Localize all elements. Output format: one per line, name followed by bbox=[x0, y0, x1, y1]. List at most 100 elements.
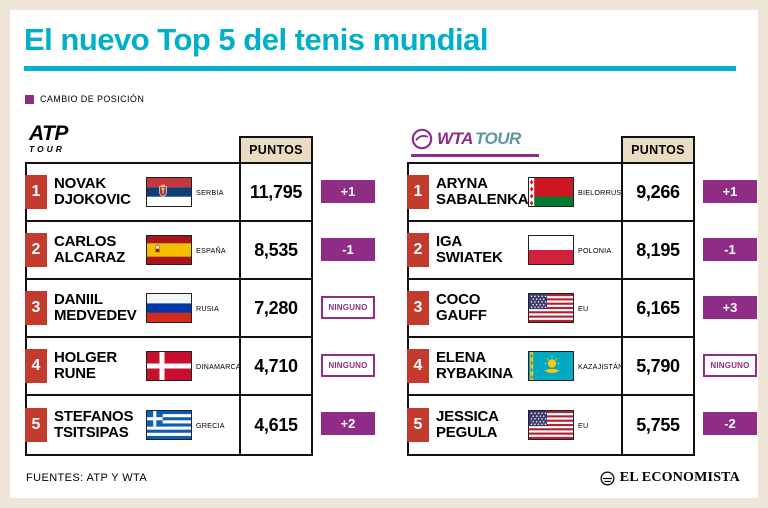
wta-logo-sub: TOUR bbox=[474, 129, 521, 148]
wta-table: WTA TOUR PUNTOS 1 ARYNA SABALENKA bbox=[407, 122, 757, 456]
country-label: DINAMARCA bbox=[196, 361, 239, 371]
wta-table-body: 1 ARYNA SABALENKA BIELORRUSIA 9,266 bbox=[407, 162, 757, 456]
player-last-name: PEGULA bbox=[436, 424, 498, 441]
player-last-name: SWIATEK bbox=[436, 249, 503, 266]
player-name: IGA SWIATEK bbox=[436, 232, 526, 266]
player-first-name: DANIIL bbox=[54, 290, 103, 308]
legend-label: CAMBIO DE POSICIÓN bbox=[40, 94, 145, 104]
table-row: 3 DANIIL MEDVEDEV RUSIA 7,280 bbox=[25, 280, 311, 338]
player-last-name: TSITSIPAS bbox=[54, 424, 129, 441]
player-first-name: IGA bbox=[436, 232, 463, 250]
position-change-badge: -1 bbox=[321, 237, 375, 261]
wta-table-box: 1 ARYNA SABALENKA BIELORRUSIA 9,266 bbox=[407, 162, 695, 456]
table-row: 4 HOLGER RUNE DINAMARCA 4,710 bbox=[25, 338, 311, 396]
points-value: 4,615 bbox=[239, 396, 311, 454]
rank-badge: 2 bbox=[25, 233, 47, 267]
rank-badge: 5 bbox=[407, 408, 429, 442]
player-first-name: JESSICA bbox=[436, 407, 499, 425]
wta-table-header: WTA TOUR PUNTOS bbox=[407, 122, 757, 164]
player-last-name: ALCARAZ bbox=[54, 249, 126, 266]
points-value: 11,795 bbox=[239, 164, 311, 220]
points-value: 9,266 bbox=[621, 164, 693, 220]
table-row: 5 STEFANOS TSITSIPAS GRECIA 4,615 bbox=[25, 396, 311, 454]
rank-badge: 4 bbox=[25, 349, 47, 383]
wta-circle-icon bbox=[411, 128, 433, 150]
table-row: 2 IGA SWIATEK POLONIA 8,195 bbox=[407, 222, 693, 280]
atp-logo-main: ATP bbox=[29, 122, 68, 145]
wta-logo-main: WTA bbox=[437, 129, 473, 148]
country-label: EU bbox=[578, 303, 589, 313]
country-label: RUSIA bbox=[196, 303, 219, 313]
sources-note: FUENTES: ATP Y WTA bbox=[26, 472, 148, 484]
rank-badge: 1 bbox=[25, 175, 47, 209]
player-first-name: HOLGER bbox=[54, 348, 117, 366]
player-name: COCO GAUFF bbox=[436, 290, 526, 324]
country-label: GRECIA bbox=[196, 420, 225, 430]
player-name: NOVAK DJOKOVIC bbox=[54, 174, 144, 208]
position-change-badge: NINGUNO bbox=[321, 295, 375, 319]
country-label: POLONIA bbox=[578, 245, 612, 255]
player-name: DANIIL MEDVEDEV bbox=[54, 290, 144, 324]
player-last-name: RYBAKINA bbox=[436, 365, 514, 382]
kazakhstan-flag bbox=[528, 351, 574, 381]
player-name: CARLOS ALCARAZ bbox=[54, 232, 144, 266]
table-row: 1 ARYNA SABALENKA BIELORRUSIA 9,266 bbox=[407, 164, 693, 222]
wta-change-column: +1 -1 +3 NINGUNO -2 bbox=[695, 162, 757, 452]
russia-flag bbox=[146, 293, 192, 323]
position-change-badge: +3 bbox=[703, 295, 757, 319]
wta-tour-logo: WTA TOUR bbox=[411, 128, 539, 157]
table-row: 1 NOVAK DJOKOVIC SERBIA 11,795 bbox=[25, 164, 311, 222]
player-name: ELENA RYBAKINA bbox=[436, 349, 526, 382]
player-first-name: CARLOS bbox=[54, 232, 117, 250]
player-first-name: STEFANOS bbox=[54, 407, 134, 425]
points-value: 7,280 bbox=[239, 280, 311, 336]
points-value: 8,195 bbox=[621, 222, 693, 278]
points-value: 6,165 bbox=[621, 280, 693, 336]
spain-flag bbox=[146, 235, 192, 265]
rank-badge: 5 bbox=[25, 408, 47, 442]
player-name: HOLGER RUNE bbox=[54, 348, 144, 382]
serbia-flag bbox=[146, 177, 192, 207]
position-change-badge: -2 bbox=[703, 411, 757, 435]
atp-table: ATP TOUR PUNTOS 1 NOVAK DJOKOVIC bbox=[25, 122, 375, 456]
atp-logo-wrap: ATP TOUR bbox=[25, 123, 239, 162]
position-change-badge: +1 bbox=[321, 179, 375, 203]
country-label: EU bbox=[578, 420, 589, 430]
player-last-name: SABALENKA bbox=[436, 191, 529, 208]
position-change-badge: +2 bbox=[321, 411, 375, 435]
points-value: 4,710 bbox=[239, 338, 311, 394]
player-first-name: COCO bbox=[436, 290, 481, 308]
wta-logo-wrap: WTA TOUR bbox=[407, 128, 621, 162]
denmark-flag bbox=[146, 351, 192, 381]
points-value: 5,755 bbox=[621, 396, 693, 454]
position-change-badge: -1 bbox=[703, 237, 757, 261]
player-name: ARYNA SABALENKA bbox=[436, 174, 529, 208]
points-value: 8,535 bbox=[239, 222, 311, 278]
player-name: JESSICA PEGULA bbox=[436, 407, 526, 441]
rank-badge: 1 bbox=[407, 175, 429, 209]
usa-flag bbox=[528, 410, 574, 440]
publisher-logo: EL ECONOMISTA bbox=[600, 470, 740, 486]
atp-tour-logo: ATP TOUR bbox=[29, 123, 68, 154]
legend-color-swatch bbox=[25, 94, 34, 104]
publisher-name: EL ECONOMISTA bbox=[619, 470, 740, 485]
legend: CAMBIO DE POSICIÓN bbox=[25, 94, 144, 104]
country-label: KAZAJISTÁN bbox=[578, 361, 621, 371]
table-row: 5 JESSICA PEGULA EU 5,755 bbox=[407, 396, 693, 454]
player-name: STEFANOS TSITSIPAS bbox=[54, 407, 144, 441]
points-column-header: PUNTOS bbox=[621, 136, 695, 164]
table-row: 3 COCO GAUFF EU 6,165 bbox=[407, 280, 693, 338]
atp-table-box: 1 NOVAK DJOKOVIC SERBIA 11,795 bbox=[25, 162, 313, 456]
table-row: 4 ELENA RYBAKINA KAZAJISTÁN 5,790 bbox=[407, 338, 693, 396]
player-first-name: NOVAK bbox=[54, 174, 107, 192]
content-card: El nuevo Top 5 del tenis mundial CAMBIO … bbox=[10, 10, 758, 498]
player-last-name: MEDVEDEV bbox=[54, 307, 137, 324]
country-label: ESPAÑA bbox=[196, 245, 226, 255]
points-value: 5,790 bbox=[621, 338, 693, 394]
player-first-name: ARYNA bbox=[436, 174, 488, 192]
usa-flag bbox=[528, 293, 574, 323]
player-last-name: DJOKOVIC bbox=[54, 191, 131, 208]
tables-container: ATP TOUR PUNTOS 1 NOVAK DJOKOVIC bbox=[25, 122, 757, 456]
belarus-flag bbox=[528, 177, 574, 207]
